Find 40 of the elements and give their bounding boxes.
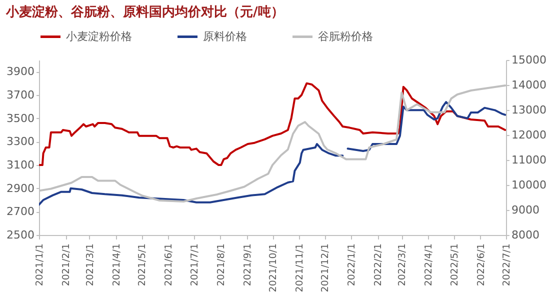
x-tick-label: 2021/6/1 [164, 244, 175, 286]
x-tick-label: 2022/7/1 [502, 244, 512, 286]
y2-tick-label: 13000 [512, 104, 546, 116]
x-tick-label: 2022/3/1 [397, 244, 408, 286]
y2-tick-label: 12000 [512, 128, 546, 142]
legend-label: 小麦淀粉价格 [66, 30, 132, 43]
chart-title: 小麦淀粉、谷朊粉、原料国内均价对比（元/吨） [5, 4, 284, 20]
y-tick-label: 3300 [6, 135, 34, 148]
x-tick-label: 2022/6/1 [476, 244, 487, 286]
x-tick-label: 2022/4/1 [424, 244, 435, 286]
legend-label: 谷朊粉价格 [318, 30, 373, 43]
y2-tick-label: 10000 [512, 178, 546, 192]
y2-tick-label: 9000 [512, 204, 540, 216]
x-tick-label: 2021/8/1 [216, 244, 227, 286]
line-series [39, 82, 506, 166]
x-tick-label: 2022/2/1 [373, 244, 384, 286]
y-tick-label: 2700 [6, 205, 34, 218]
y-tick-label: 3100 [6, 158, 34, 172]
y-tick-label: 2900 [6, 182, 34, 195]
x-tick-label: 2021/3/1 [84, 244, 96, 286]
x-tick-label: 2021/10/1 [268, 244, 279, 292]
x-tick-label: 2021/4/1 [111, 244, 122, 286]
x-tick-label: 2022/5/1 [449, 244, 460, 286]
x-tick-label: 2021/9/1 [242, 244, 254, 286]
y2-tick-label: 11000 [512, 154, 546, 166]
x-tick-label: 2021/11/1 [294, 244, 306, 292]
y-tick-label: 2500 [6, 228, 34, 242]
x-tick-label: 2021/12/1 [320, 244, 332, 292]
y-tick-label: 3700 [6, 88, 34, 102]
y-tick-label: 3500 [6, 112, 34, 125]
y2-tick-label: 8000 [512, 228, 540, 242]
x-tick-label: 2021/7/1 [189, 244, 200, 286]
x-tick-label: 2021/5/1 [137, 244, 148, 286]
legend-label: 原料价格 [203, 30, 247, 43]
y2-tick-label: 14000 [512, 78, 546, 92]
x-tick-label: 2022/1/1 [346, 244, 358, 286]
y2-tick-label: 15000 [512, 54, 546, 66]
x-tick-label: 2021/2/1 [61, 244, 72, 286]
y-tick-label: 3900 [6, 65, 34, 78]
x-tick-label: 2021/1/1 [34, 244, 46, 286]
